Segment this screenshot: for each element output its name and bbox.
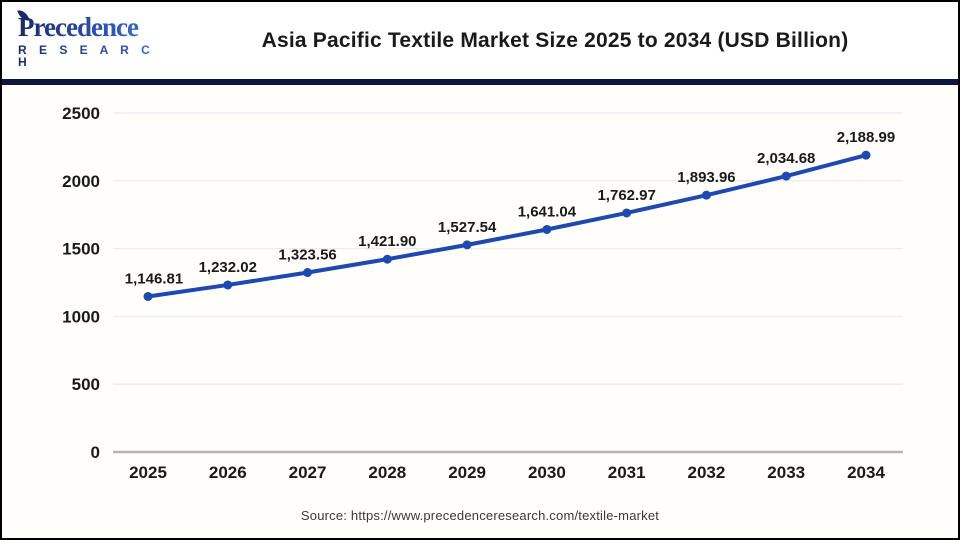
chart-area: 0 500 1000 1500 2000 2500 2025 2026 2027 2028 2029… <box>2 85 958 508</box>
x-tick-label: 2034 <box>847 463 885 480</box>
x-tick-label: 2027 <box>289 463 327 480</box>
y-tick-label: 1500 <box>62 240 100 259</box>
data-label: 1,146.81 <box>125 270 183 287</box>
data-label: 1,421.90 <box>358 233 416 250</box>
y-tick-label: 0 <box>91 443 100 462</box>
x-tick-label: 2025 <box>129 463 167 480</box>
data-point <box>622 208 632 218</box>
x-tick-label: 2029 <box>448 463 486 480</box>
x-tick-label: 2031 <box>608 463 646 480</box>
data-label: 1,641.04 <box>518 203 577 220</box>
logo-text-precedence: Precedence <box>18 11 138 42</box>
y-tick-label: 2500 <box>62 104 100 123</box>
data-point <box>462 240 472 250</box>
data-label: 1,762.97 <box>597 187 655 204</box>
logo-wordmark: Precedence <box>17 7 168 42</box>
page-title: Asia Pacific Textile Market Size 2025 to… <box>261 28 849 52</box>
data-point <box>701 190 711 200</box>
series-line <box>146 153 868 299</box>
precedence-research-logo: Precedence R E S E A R C H <box>17 7 168 68</box>
x-tick-label: 2026 <box>209 463 247 480</box>
y-tick-label: 2000 <box>62 172 100 191</box>
data-label: 1,232.02 <box>199 259 257 276</box>
y-tick-label: 500 <box>72 375 100 394</box>
data-point <box>303 268 313 278</box>
x-tick-label: 2033 <box>767 463 805 480</box>
data-point <box>223 280 233 290</box>
y-tick-label: 1000 <box>62 307 100 326</box>
x-tick-label: 2030 <box>528 463 566 480</box>
header-divider <box>2 79 958 85</box>
data-label: 1,893.96 <box>677 169 735 186</box>
header: Precedence R E S E A R C H Asia Pacific … <box>2 2 958 79</box>
data-point <box>542 224 552 234</box>
source-citation: Source: https://www.precedenceresearch.c… <box>300 508 660 523</box>
data-point <box>382 254 392 264</box>
data-label: 2,188.99 <box>837 129 895 146</box>
logo-text-research: R E S E A R C H <box>18 44 168 68</box>
footer: Source: https://www.precedenceresearch.c… <box>2 508 958 538</box>
x-tick-label: 2028 <box>368 463 406 480</box>
data-point <box>861 150 871 160</box>
data-label: 1,323.56 <box>278 247 336 264</box>
data-point <box>781 171 791 181</box>
title-container: Asia Pacific Textile Market Size 2025 to… <box>168 29 942 53</box>
data-label: 2,034.68 <box>757 150 815 167</box>
market-line-chart: 0 500 1000 1500 2000 2500 2025 2026 2027 2028 2029… <box>62 104 903 480</box>
data-point <box>143 291 153 301</box>
x-tick-label: 2032 <box>688 463 726 480</box>
data-label: 1,527.54 <box>438 219 497 236</box>
